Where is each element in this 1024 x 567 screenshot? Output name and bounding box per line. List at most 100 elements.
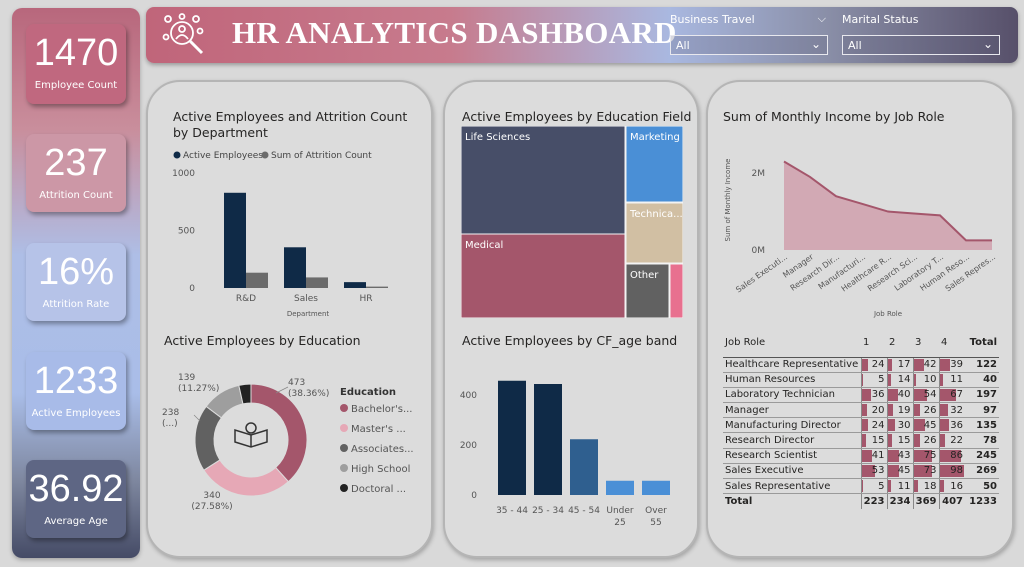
- kpi-card-employee-count[interactable]: 1470 Employee Count: [26, 24, 126, 104]
- treemap-label: Technica...: [629, 209, 683, 220]
- matrix-cell: 20: [860, 402, 887, 419]
- data-bar: [887, 404, 893, 417]
- matrix-value: 98: [950, 465, 963, 477]
- matrix-col-header[interactable]: 4: [939, 336, 965, 358]
- data-bar: [887, 464, 899, 477]
- marital-status-dropdown[interactable]: All ⌄: [842, 35, 1000, 55]
- matrix-value: 41: [871, 450, 885, 462]
- matrix-cell: 407: [938, 493, 965, 509]
- matrix-cell: 36: [938, 417, 965, 434]
- donut-data-label: 473: [288, 378, 305, 388]
- kpi-label: Employee Count: [34, 80, 118, 91]
- business-travel-dropdown[interactable]: All ⌄: [670, 35, 828, 55]
- matrix-row-total: 78: [965, 432, 999, 449]
- y-tick-label: 0: [471, 491, 477, 501]
- data-bar: [861, 358, 868, 371]
- matrix-total-row[interactable]: Total 223 234 369 407 1233: [723, 493, 999, 509]
- business-travel-filter[interactable]: Business Travel ⌵ All ⌄: [670, 12, 828, 55]
- donut-data-label: 139: [178, 373, 195, 383]
- matrix-cell: 10: [912, 372, 939, 388]
- legend-marker: [340, 464, 348, 472]
- x-tick-label: 25: [614, 518, 625, 528]
- x-tick-label: 35 - 44: [496, 506, 528, 516]
- matrix-row-total: 135: [965, 417, 999, 434]
- data-bar: [861, 419, 868, 432]
- kpi-card-attrition-count[interactable]: 237 Attrition Count: [26, 134, 126, 212]
- y-tick-label: 1000: [172, 169, 195, 179]
- legend-marker: [261, 151, 269, 159]
- matrix-row[interactable]: Sales Representative 5 11 18 16 50: [723, 478, 999, 495]
- icon-part: [245, 422, 257, 434]
- matrix-row-label: Human Resources: [723, 372, 861, 388]
- matrix-col-header[interactable]: 1: [861, 336, 887, 358]
- dept-bar-chart[interactable]: Active Employees Sum of Attrition Count 0 5…: [160, 145, 420, 320]
- data-bar: [939, 449, 961, 462]
- job-role-matrix[interactable]: Job Role 1 2 3 4 Total Healthcare Repres…: [723, 336, 999, 509]
- matrix-row-header[interactable]: Job Role: [723, 336, 861, 358]
- matrix-row[interactable]: Human Resources 5 14 10 11 40: [723, 372, 999, 388]
- data-bar: [913, 480, 918, 493]
- y-tick-label: 2M: [752, 169, 766, 179]
- matrix-cell: 30: [886, 417, 913, 434]
- legend-item: Doctoral ...: [351, 484, 406, 495]
- data-bar: [861, 388, 871, 402]
- y-tick-label: 0M: [752, 246, 766, 256]
- matrix-value: 30: [897, 419, 911, 431]
- matrix-cell: 98: [938, 463, 965, 480]
- bar: [306, 277, 328, 288]
- age-band-chart-title: Active Employees by CF_age band: [462, 333, 678, 348]
- kpi-label: Average Age: [44, 516, 108, 527]
- kpi-value: 237: [44, 142, 108, 184]
- matrix-row[interactable]: Healthcare Representative 24 17 42 39 122: [723, 357, 999, 373]
- matrix-col-header[interactable]: 2: [887, 336, 913, 358]
- matrix-cell: 17: [886, 357, 913, 373]
- matrix-row-total: 40: [965, 372, 999, 388]
- matrix-row[interactable]: Manager 20 19 26 32 97: [723, 402, 999, 419]
- matrix-value: 22: [950, 435, 963, 447]
- matrix-value: 15: [871, 435, 885, 447]
- edu-field-treemap[interactable]: Life Sciences Medical Marketing Technica...…: [461, 126, 683, 318]
- marital-status-filter[interactable]: Marital Status All ⌄: [842, 13, 1000, 55]
- data-bar: [887, 419, 895, 432]
- age-band-bar-chart[interactable]: 0 200 400 35 - 44 25 - 34 45 - 54 Under 25 Over 5…: [455, 365, 685, 535]
- filter-label: Business Travel: [670, 13, 755, 26]
- matrix-total-header[interactable]: Total: [965, 336, 999, 358]
- donut-data-label: (38.36%): [288, 389, 329, 399]
- treemap-tile: [625, 263, 670, 318]
- data-bar: [861, 464, 875, 477]
- matrix-row[interactable]: Laboratory Technician 36 40 54 67 197: [723, 387, 999, 404]
- matrix-value: 53: [871, 465, 885, 477]
- matrix-row[interactable]: Sales Executive 53 45 73 98 269: [723, 463, 999, 480]
- kpi-card-average-age[interactable]: 36.92 Average Age: [26, 460, 126, 538]
- matrix-header-row: Job Role 1 2 3 4 Total: [723, 336, 999, 358]
- data-bar: [861, 449, 872, 462]
- x-tick-label: 55: [650, 518, 661, 528]
- chevron-down-icon[interactable]: ⌵: [817, 12, 826, 25]
- matrix-row[interactable]: Research Director 15 15 26 22 78: [723, 432, 999, 449]
- education-donut-chart[interactable]: 473(38.36%) 340(27.58%) 238(...) 139(11.27%…: [160, 365, 425, 525]
- matrix-row-total: 122: [965, 357, 999, 373]
- legend-item: Active Employees: [183, 151, 263, 161]
- y-tick-label: 500: [178, 227, 195, 237]
- leader-line: [193, 414, 201, 422]
- matrix-cell: 53: [860, 463, 887, 480]
- matrix-cell: 36: [860, 387, 887, 404]
- legend-marker: [173, 151, 181, 159]
- x-tick-label: Under: [606, 506, 634, 516]
- matrix-col-header[interactable]: 3: [913, 336, 939, 358]
- matrix-row[interactable]: Manufacturing Director 24 30 45 36 135: [723, 417, 999, 434]
- matrix-cell: 45: [912, 417, 939, 434]
- kpi-card-active-employees[interactable]: 1233 Active Employees: [26, 352, 126, 430]
- chevron-down-icon: ⌄: [982, 37, 993, 51]
- treemap-label: Medical: [465, 240, 503, 251]
- matrix-value: 10: [923, 374, 937, 386]
- matrix-value: 20: [871, 404, 885, 416]
- matrix-value: 32: [950, 404, 963, 416]
- donut-data-label: (11.27%): [178, 384, 219, 394]
- matrix-value: 11: [897, 480, 911, 492]
- matrix-cell: 223: [860, 493, 887, 509]
- matrix-cell: 369: [912, 493, 939, 509]
- kpi-card-attrition-rate[interactable]: 16% Attrition Rate: [26, 243, 126, 321]
- matrix-row[interactable]: Research Scientist 41 43 75 86 245: [723, 448, 999, 464]
